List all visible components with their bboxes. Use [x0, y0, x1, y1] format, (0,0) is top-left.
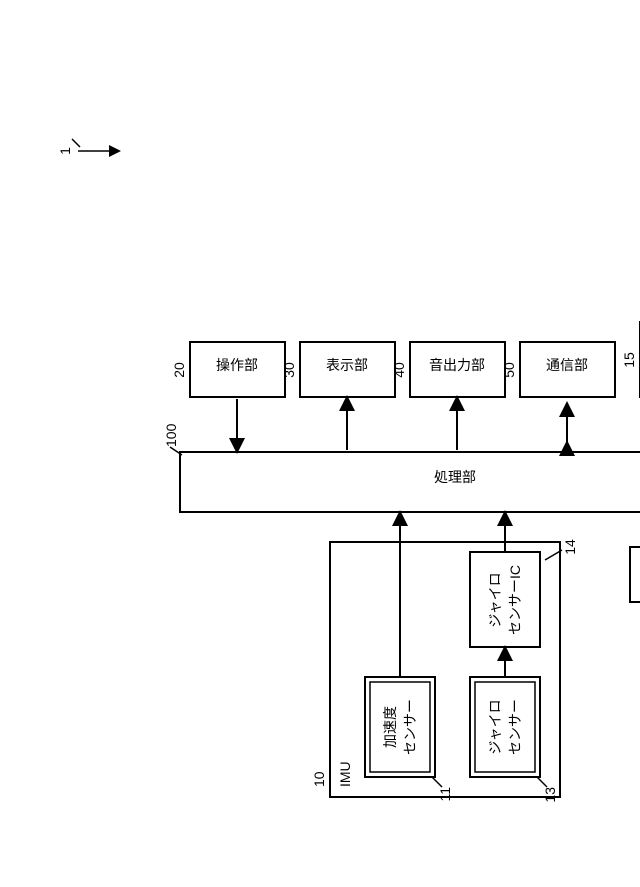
gyro-ic-id: 14 [562, 539, 578, 555]
gyro-id-lead [537, 777, 547, 787]
disp-block: 表示部 30 [281, 342, 395, 450]
system-id-tick [72, 139, 80, 147]
system-id: 1 [57, 147, 73, 155]
gyro-line1: ジャイロ [487, 699, 503, 754]
comm-id: 50 [501, 362, 517, 378]
sound-block: 音出力部 40 [391, 342, 505, 450]
accel-id: 11 [437, 787, 453, 802]
disp-label: 表示部 [326, 357, 368, 373]
accel-line1: 加速度 [382, 706, 398, 748]
accel-sensor-block: 加速度 センサー 11 [365, 677, 453, 802]
gps-id: 15 [621, 352, 637, 368]
processing-block: 処理部 100 [163, 423, 640, 512]
accel-id-lead [432, 777, 442, 787]
imu-block: IMU 10 加速度 センサー 11 ジャイロ センサー 13 [311, 539, 578, 803]
proc-id: 100 [163, 423, 179, 447]
imu-id: 10 [311, 771, 327, 787]
sound-label: 音出力部 [429, 357, 485, 373]
disp-id: 30 [281, 362, 297, 378]
comm-block: 通信部 50 [501, 342, 615, 444]
accel-line2: センサー [402, 699, 418, 755]
sound-id: 40 [391, 362, 407, 378]
mem-block: 記憶部 60 [630, 520, 640, 602]
gyro-ic-block: ジャイロ センサーIC 14 [470, 539, 578, 647]
op-label: 操作部 [216, 357, 258, 373]
imu-label: IMU [337, 761, 353, 787]
comm-label: 通信部 [546, 357, 588, 373]
gyro-ic-line2: センサーIC [507, 565, 523, 635]
gps-block: GPS センサー 15 [621, 322, 640, 450]
gyro-sensor-block: ジャイロ センサー 13 [470, 677, 558, 803]
gyro-id: 13 [542, 787, 558, 803]
proc-label: 処理部 [434, 469, 476, 485]
op-id: 20 [171, 362, 187, 378]
gyro-ic-line1: ジャイロ [487, 572, 503, 627]
op-block: 操作部 20 [171, 342, 285, 450]
block-diagram: 1 IMU 10 加速度 センサー 11 ジャイロ センサー [0, 0, 640, 887]
gyro-line2: センサー [507, 699, 523, 755]
